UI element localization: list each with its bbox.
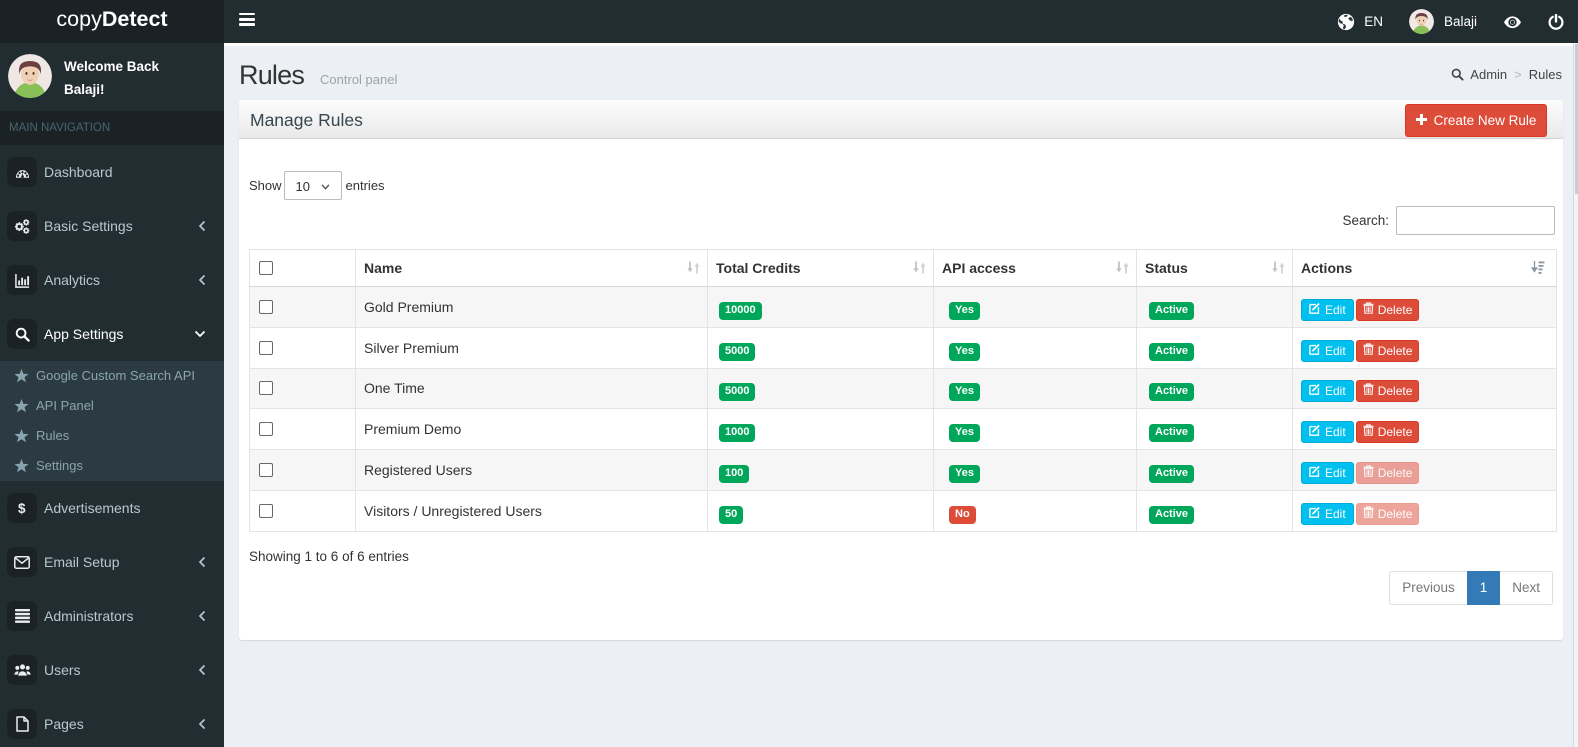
svg-text:$: $ [18, 501, 26, 516]
